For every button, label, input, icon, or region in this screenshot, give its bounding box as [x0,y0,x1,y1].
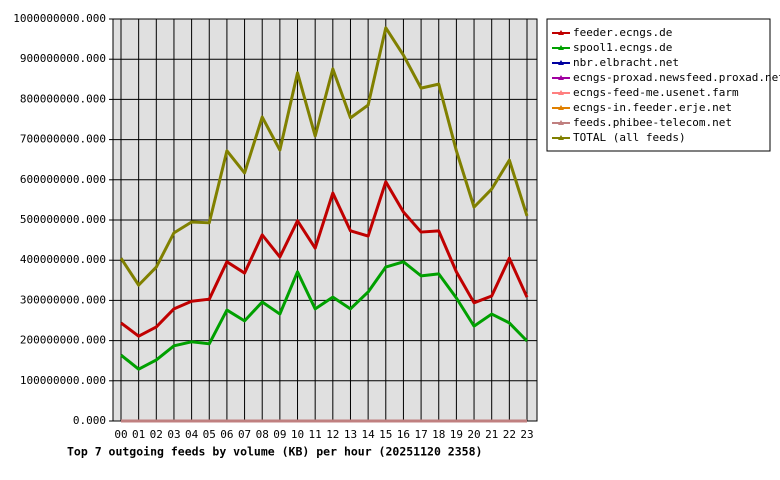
series-line [119,26,529,287]
legend-label: feeder.ecngs.de [573,26,672,39]
x-tick-label: 02 [150,428,163,441]
x-tick-label: 08 [256,428,269,441]
x-tick-label: 18 [432,428,445,441]
legend-label: nbr.elbracht.net [573,56,679,69]
x-tick-label: 04 [185,428,199,441]
series-line [120,180,529,338]
x-tick-label: 20 [467,428,480,441]
chart-title: Top 7 outgoing feeds by volume (KB) per … [67,445,482,459]
x-tick-label: 16 [397,428,410,441]
x-tick-label: 03 [167,428,180,441]
legend-marker [558,75,564,80]
x-tick-label: 00 [114,428,127,441]
legend-marker [558,120,564,125]
x-tick-label: 11 [309,428,322,441]
y-tick-label: 400000000.000 [20,253,106,266]
legend-marker [558,45,564,50]
legend-marker [558,60,564,65]
series-line [120,260,529,371]
x-tick-label: 17 [414,428,427,441]
x-tick-label: 06 [220,428,233,441]
y-tick-label: 1000000000.000 [13,12,106,25]
y-tick-label: 200000000.000 [20,334,106,347]
legend-marker [558,90,564,95]
y-tick-label: 700000000.000 [20,133,106,146]
x-tick-label: 15 [379,428,392,441]
x-tick-label: 14 [362,428,376,441]
x-tick-label: 10 [291,428,304,441]
y-tick-label: 600000000.000 [20,173,106,186]
y-tick-label: 500000000.000 [20,213,106,226]
legend-marker [558,135,564,140]
y-tick-label: 300000000.000 [20,293,106,306]
legend-label: ecngs-in.feeder.erje.net [573,101,732,114]
y-tick-label: 900000000.000 [20,52,106,65]
x-tick-label: 12 [326,428,339,441]
x-tick-label: 13 [344,428,357,441]
legend-label: spool1.ecngs.de [573,41,672,54]
y-tick-label: 800000000.000 [20,92,106,105]
legend-label: TOTAL (all feeds) [573,131,686,144]
x-tick-label: 05 [203,428,216,441]
x-tick-label: 23 [520,428,533,441]
y-tick-label: 0.000 [73,414,106,427]
legend-label: feeds.phibee-telecom.net [573,116,732,129]
x-tick-label: 21 [485,428,498,441]
legend-marker [558,30,564,35]
legend-box [546,18,771,152]
legend-label: ecngs-feed-me.usenet.farm [573,86,739,99]
x-tick-label: 19 [450,428,463,441]
x-tick-label: 07 [238,428,251,441]
y-tick-label: 100000000.000 [20,374,106,387]
x-tick-label: 09 [273,428,286,441]
x-tick-label: 01 [132,428,145,441]
x-tick-label: 22 [503,428,516,441]
legend-label: ecngs-proxad.newsfeed.proxad.net [573,71,780,84]
legend-marker [558,105,564,110]
